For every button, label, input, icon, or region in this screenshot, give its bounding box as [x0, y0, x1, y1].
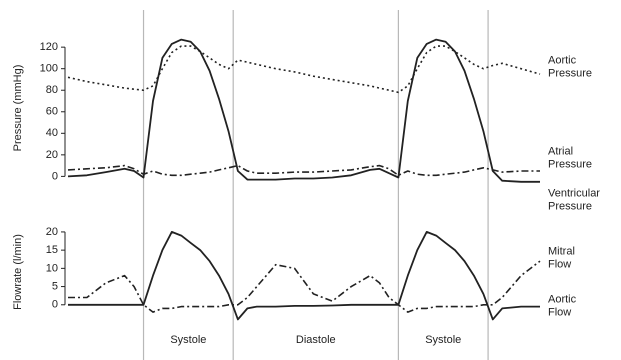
y-axis-label: Flowrate (l/min) — [12, 234, 24, 310]
phase-label: Systole — [170, 334, 206, 346]
series-line — [68, 230, 540, 321]
y-tick-label: 120 — [40, 41, 58, 53]
legend-label: Aortic Flow — [548, 293, 579, 318]
y-tick-label: 10 — [46, 262, 58, 274]
series-line — [67, 164, 540, 177]
y-tick-label: 80 — [46, 84, 58, 96]
phase-label: Diastole — [296, 334, 336, 346]
legend-label: Ventricular Pressure — [548, 187, 603, 212]
y-tick-label: 15 — [46, 244, 58, 256]
y-tick-label: 100 — [40, 63, 58, 75]
series-line — [67, 38, 540, 183]
phase-label: Systole — [425, 334, 461, 346]
legend-label: Mitral Flow — [548, 245, 578, 270]
y-tick-label: 5 — [52, 280, 58, 292]
legend-label: Atrial Pressure — [548, 145, 592, 170]
y-axis-label: Pressure (mmHg) — [12, 65, 24, 152]
y-tick-label: 20 — [46, 226, 58, 238]
y-tick-label: 40 — [46, 127, 58, 139]
y-tick-label: 0 — [52, 170, 58, 182]
series-line — [68, 260, 541, 313]
y-tick-label: 20 — [46, 149, 58, 161]
y-tick-label: 60 — [46, 106, 58, 118]
legend-label: Aortic Pressure — [548, 54, 592, 79]
y-tick-label: 0 — [52, 299, 58, 311]
